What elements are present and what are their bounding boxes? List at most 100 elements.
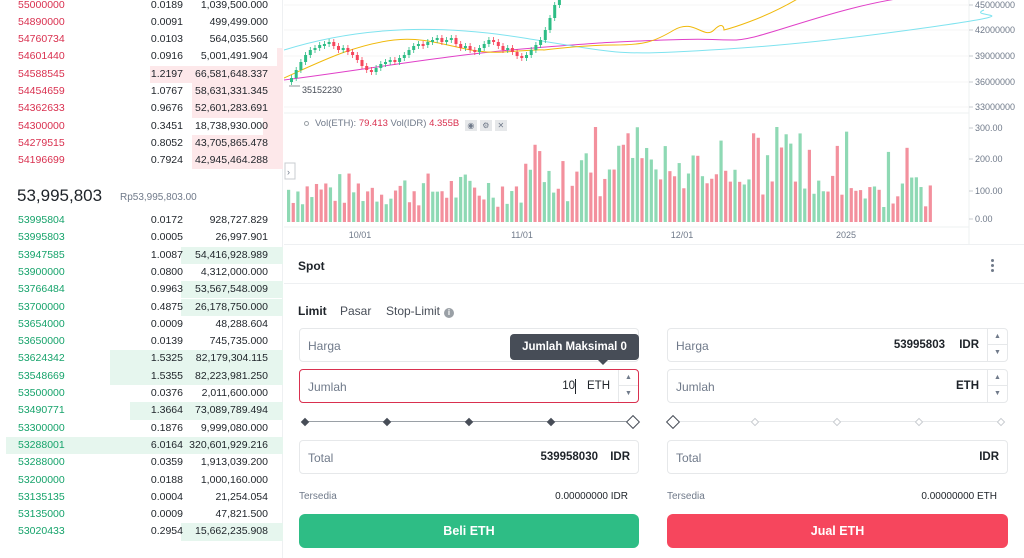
slider-step-0[interactable] bbox=[300, 417, 310, 427]
candlestick-series bbox=[290, 0, 561, 85]
candle bbox=[534, 45, 538, 50]
slider-step-50[interactable] bbox=[464, 417, 474, 427]
slider-handle[interactable] bbox=[665, 414, 681, 430]
depth-bar bbox=[110, 350, 283, 368]
more-options-icon[interactable] bbox=[986, 257, 998, 275]
buy-amount-value[interactable]: 10 bbox=[562, 380, 575, 392]
order-type-limit[interactable]: Limit bbox=[298, 304, 327, 318]
row-total: 5,001,491.904 bbox=[200, 50, 268, 63]
bid-row[interactable]: 53654000 0.0009 48,288.604 bbox=[0, 316, 283, 333]
chevron-up-icon[interactable]: ▲ bbox=[988, 370, 1007, 386]
row-total: 499,499.000 bbox=[209, 15, 268, 28]
ask-row[interactable]: 54300000 0.3451 18,738,930.000 bbox=[0, 117, 283, 135]
ask-row[interactable]: 54588545 1.2197 66,581,648.337 bbox=[0, 65, 283, 83]
volume-bar bbox=[882, 206, 886, 222]
tab-spot[interactable]: Spot bbox=[298, 259, 325, 273]
bid-row[interactable]: 53700000 0.4875 26,178,750.000 bbox=[0, 298, 283, 316]
volume-bar bbox=[886, 151, 891, 222]
sell-amount-field[interactable]: Jumlah ETH ▲ ▼ bbox=[667, 369, 1008, 403]
bid-row[interactable]: 53300000 0.1876 9,999,080.000 bbox=[0, 420, 283, 437]
buy-amount-slider[interactable] bbox=[299, 414, 641, 430]
bid-row[interactable]: 53548669 1.5355 82,223,981.250 bbox=[0, 367, 283, 385]
bid-row[interactable]: 53288001 6.0164 320,601,929.216 bbox=[0, 436, 283, 455]
ask-row[interactable]: 54454659 1.0767 58,631,331.345 bbox=[0, 83, 283, 101]
row-total: 2,011,600.000 bbox=[201, 387, 268, 399]
slider-step-25[interactable] bbox=[750, 417, 760, 427]
row-amount: 0.0189 bbox=[150, 0, 183, 11]
candle bbox=[529, 50, 533, 55]
volume-bar bbox=[370, 187, 374, 222]
bid-row[interactable]: 53995803 0.0005 26,997.901 bbox=[0, 229, 283, 246]
chart-scroll-button[interactable] bbox=[284, 162, 296, 180]
sell-amount-slider[interactable] bbox=[665, 414, 1008, 430]
sell-eth-button[interactable]: Jual ETH bbox=[667, 514, 1008, 548]
bid-row[interactable]: 53624342 1.5325 82,179,304.115 bbox=[0, 350, 283, 368]
settings-icon[interactable]: ⚙ bbox=[479, 120, 492, 131]
eye-icon[interactable]: ◉ bbox=[464, 120, 477, 131]
bid-row[interactable]: 53135135 0.0004 21,254.054 bbox=[0, 489, 283, 506]
bid-row[interactable]: 53490771 1.3664 73,089,789.494 bbox=[0, 402, 283, 420]
sell-price-field[interactable]: Harga 53995803 IDR ▲ ▼ bbox=[667, 328, 1008, 362]
sell-total-field[interactable]: Total IDR bbox=[667, 440, 1008, 474]
volume-bar bbox=[756, 137, 760, 222]
price-chart[interactable]: 35152230 45000000 42000000 39000000 3600000… bbox=[284, 0, 1024, 244]
bid-row[interactable]: 53947585 1.0087 54,416,928.989 bbox=[0, 246, 283, 264]
ask-row[interactable]: 54196699 0.7924 42,945,464.288 bbox=[0, 152, 283, 170]
candle bbox=[440, 38, 444, 42]
row-amount: 0.0376 bbox=[150, 387, 183, 399]
volume-bar bbox=[463, 174, 467, 222]
order-type-market[interactable]: Pasar bbox=[340, 304, 372, 318]
ask-row[interactable]: 54362633 0.9676 52,601,283.691 bbox=[0, 100, 283, 118]
buy-eth-button[interactable]: Beli ETH bbox=[299, 514, 639, 548]
bid-row[interactable]: 53500000 0.0376 2,011,600.000 bbox=[0, 385, 283, 402]
slider-step-100[interactable] bbox=[996, 417, 1006, 427]
bid-row[interactable]: 53650000 0.0139 745,735.000 bbox=[0, 333, 283, 350]
bid-row[interactable]: 53020433 0.2954 15,662,235.908 bbox=[0, 523, 283, 541]
chevron-down-icon[interactable]: ▼ bbox=[994, 390, 1001, 397]
volume-bar bbox=[589, 172, 593, 222]
info-icon[interactable]: i bbox=[444, 308, 455, 318]
depth-bar bbox=[110, 367, 283, 385]
slider-step-25[interactable] bbox=[382, 417, 392, 427]
ask-row[interactable]: 54760734 0.0103 564,035.560 bbox=[0, 31, 283, 48]
volume-bar bbox=[872, 186, 877, 222]
volume-bar bbox=[840, 194, 844, 222]
slider-step-75[interactable] bbox=[546, 417, 556, 427]
volume-bar bbox=[510, 191, 514, 222]
chevron-up-icon[interactable]: ▲ bbox=[988, 329, 1007, 345]
buy-amount-field[interactable]: Jumlah 10 ETH ▲ ▼ bbox=[299, 369, 639, 403]
bid-row[interactable]: 53995804 0.0172 928,727.829 bbox=[0, 212, 283, 229]
sell-available-value: 0.00000000 ETH bbox=[921, 491, 997, 502]
date-tick-label: 12/01 bbox=[671, 230, 694, 240]
bid-row[interactable]: 53288000 0.0359 1,913,039.200 bbox=[0, 454, 283, 471]
volume-bar bbox=[831, 175, 835, 222]
sell-amount-stepper[interactable]: ▲ ▼ bbox=[987, 370, 1007, 402]
candle bbox=[402, 55, 406, 58]
buy-total-field[interactable]: Total 539958030 IDR bbox=[299, 440, 639, 474]
chevron-down-icon[interactable]: ▼ bbox=[994, 349, 1001, 356]
slider-step-50[interactable] bbox=[832, 417, 842, 427]
ask-row[interactable]: 55000000 0.0189 1,039,500.000 bbox=[0, 0, 283, 14]
chevron-up-icon[interactable]: ▲ bbox=[619, 370, 638, 386]
slider-step-75[interactable] bbox=[914, 417, 924, 427]
ask-row[interactable]: 54890000 0.0091 499,499.000 bbox=[0, 14, 283, 31]
close-icon[interactable]: ✕ bbox=[494, 120, 507, 131]
order-type-stop-limit[interactable]: Stop-Limit i bbox=[386, 304, 455, 318]
bid-row[interactable]: 53900000 0.0800 4,312,000.000 bbox=[0, 264, 283, 281]
buy-total-value[interactable]: 539958030 bbox=[540, 451, 598, 463]
ask-row[interactable]: 54279515 0.8052 43,705,865.478 bbox=[0, 134, 283, 153]
bid-row[interactable]: 53200000 0.0188 1,000,160.000 bbox=[0, 472, 283, 489]
volume-bar bbox=[877, 189, 881, 222]
sell-price-stepper[interactable]: ▲ ▼ bbox=[987, 329, 1007, 361]
ask-row[interactable]: 54601440 0.0916 5,001,491.904 bbox=[0, 48, 283, 66]
bid-row[interactable]: 53135000 0.0009 47,821.500 bbox=[0, 506, 283, 523]
chart-canvas[interactable]: 35152230 45000000 42000000 39000000 3600000… bbox=[284, 0, 1024, 244]
volume-bar bbox=[426, 173, 430, 222]
chevron-down-icon[interactable]: ▼ bbox=[625, 390, 632, 397]
bid-row[interactable]: 53766484 0.9963 53,567,548.009 bbox=[0, 281, 283, 299]
candle bbox=[388, 60, 392, 62]
buy-amount-stepper[interactable]: ▲ ▼ bbox=[618, 370, 638, 402]
slider-handle[interactable] bbox=[625, 414, 641, 430]
volume-bar bbox=[440, 191, 444, 222]
sell-price-value[interactable]: 53995803 bbox=[893, 339, 945, 351]
